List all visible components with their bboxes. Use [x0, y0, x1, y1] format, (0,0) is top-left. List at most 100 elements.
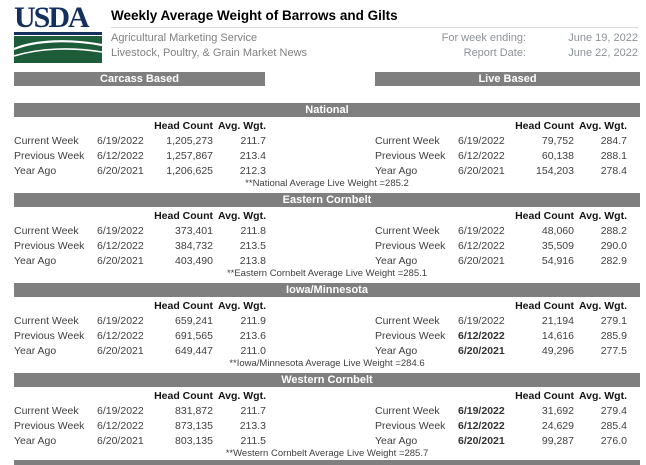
week-ending-value: June 19, 2022 — [568, 32, 638, 44]
row-date: 6/12/2022 — [458, 329, 505, 342]
head-count-value: 1,205,273 — [166, 134, 213, 147]
row-date: 6/19/2022 — [97, 404, 144, 417]
section-footnote: **National Average Live Weight =285.2 — [245, 178, 409, 189]
head-count-value: 154,203 — [536, 164, 574, 177]
section-footnote: **Eastern Cornbelt Average Live Weight =… — [226, 268, 428, 279]
table-row: Current Week 6/19/2022 31,692 279.4 — [375, 403, 627, 418]
report-header: USDA Weekly Average Weight of Barrows an… — [0, 0, 646, 63]
head-count-value: 35,509 — [541, 239, 574, 252]
row-date: 6/19/2022 — [458, 224, 505, 237]
column-header-row: Head Count Avg. Wgt. — [375, 208, 627, 223]
row-date: 6/20/2021 — [97, 434, 144, 447]
live-based-header: Live Based — [375, 72, 640, 86]
report-date-value: June 22, 2022 — [568, 47, 638, 59]
avg-wgt-value: 279.1 — [600, 314, 627, 327]
table-row: Year Ago 6/20/2021 49,296 277.5 — [375, 343, 627, 358]
row-date: 6/20/2021 — [458, 344, 505, 357]
carcass-panel: Head Count Avg. Wgt. Current Week 6/19/2… — [14, 208, 266, 268]
row-label: Previous Week — [375, 149, 446, 162]
row-date: 6/12/2022 — [97, 239, 144, 252]
row-label: Previous Week — [14, 329, 85, 342]
avg-wgt-value: 288.2 — [600, 224, 627, 237]
avg-wgt-value: 213.8 — [239, 254, 266, 267]
row-label: Year Ago — [14, 344, 57, 357]
avg-wgt-header: Avg. Wgt. — [217, 389, 266, 402]
avg-wgt-value: 211.9 — [240, 314, 267, 327]
row-date: 6/12/2022 — [97, 149, 144, 162]
section-title-iowa-minnesota: Iowa/Minnesota — [14, 283, 640, 297]
section-eastern-cornbelt: Eastern Cornbelt Head Count Avg. Wgt. Cu… — [14, 193, 640, 280]
head-count-value: 1,206,625 — [166, 164, 213, 177]
row-date: 6/19/2022 — [97, 314, 144, 327]
head-count-header: Head Count — [154, 209, 213, 222]
row-date: 6/19/2022 — [458, 404, 505, 417]
head-count-value: 49,296 — [541, 344, 574, 357]
avg-wgt-value: 278.4 — [600, 164, 627, 177]
column-header-row: Head Count Avg. Wgt. — [14, 208, 266, 223]
table-row: Current Week 6/19/2022 831,872 211.7 — [14, 403, 266, 418]
head-count-value: 21,194 — [541, 314, 574, 327]
avg-wgt-value: 285.9 — [600, 329, 627, 342]
avg-wgt-header: Avg. Wgt. — [578, 119, 627, 132]
head-count-header: Head Count — [154, 119, 213, 132]
avg-wgt-value: 284.7 — [600, 134, 627, 147]
row-label: Year Ago — [14, 434, 57, 447]
head-count-value: 691,565 — [175, 329, 213, 342]
week-ending-label: For week ending: — [441, 32, 526, 44]
avg-wgt-value: 211.0 — [240, 344, 267, 357]
row-label: Previous Week — [14, 419, 85, 432]
head-count-value: 803,135 — [175, 434, 213, 447]
table-row: Current Week 6/19/2022 373,401 211.8 — [14, 223, 266, 238]
carcass-based-header: Carcass Based — [14, 72, 265, 86]
column-header-row: Head Count Avg. Wgt. — [375, 298, 627, 313]
table-row: Year Ago 6/20/2021 649,447 211.0 — [14, 343, 266, 358]
avg-wgt-value: 282.9 — [600, 254, 627, 267]
live-panel: Head Count Avg. Wgt. Current Week 6/19/2… — [375, 208, 627, 268]
head-count-value: 31,692 — [541, 404, 574, 417]
row-label: Previous Week — [375, 329, 446, 342]
table-row: Year Ago 6/20/2021 403,490 213.8 — [14, 253, 266, 268]
row-date: 6/20/2021 — [458, 254, 505, 267]
table-row: Current Week 6/19/2022 48,060 288.2 — [375, 223, 627, 238]
row-label: Previous Week — [375, 239, 446, 252]
table-row: Previous Week 6/12/2022 60,138 288.1 — [375, 148, 627, 163]
row-label: Previous Week — [14, 239, 85, 252]
row-label: Current Week — [14, 314, 79, 327]
agency-subtitle: Agricultural Marketing Service — [111, 32, 258, 44]
table-row: Year Ago 6/20/2021 1,206,625 212.3 — [14, 163, 266, 178]
head-count-header: Head Count — [515, 209, 574, 222]
carcass-panel: Head Count Avg. Wgt. Current Week 6/19/2… — [14, 118, 266, 178]
head-count-header: Head Count — [515, 389, 574, 402]
section-footnote: **Western Cornbelt Average Live Weight =… — [225, 448, 429, 459]
avg-wgt-value: 213.4 — [239, 149, 266, 162]
avg-wgt-header: Avg. Wgt. — [578, 299, 627, 312]
row-label: Current Week — [14, 224, 79, 237]
row-label: Current Week — [14, 404, 79, 417]
head-count-header: Head Count — [154, 299, 213, 312]
column-header-row: Head Count Avg. Wgt. — [375, 388, 627, 403]
row-date: 6/20/2021 — [97, 254, 144, 267]
row-date: 6/19/2022 — [97, 134, 144, 147]
row-date: 6/12/2022 — [97, 419, 144, 432]
row-date: 6/12/2022 — [97, 329, 144, 342]
head-count-value: 79,752 — [541, 134, 574, 147]
avg-wgt-value: 211.7 — [240, 404, 267, 417]
head-count-value: 831,872 — [175, 404, 213, 417]
row-label: Year Ago — [14, 254, 57, 267]
table-row: Current Week 6/19/2022 21,194 279.1 — [375, 313, 627, 328]
row-label: Year Ago — [375, 254, 418, 267]
basis-spacer — [265, 72, 375, 86]
avg-wgt-value: 279.4 — [600, 404, 627, 417]
usda-field-icon — [14, 36, 102, 63]
row-label: Previous Week — [375, 419, 446, 432]
section-iowa-minnesota: Iowa/Minnesota Head Count Avg. Wgt. Curr… — [14, 283, 640, 370]
head-count-header: Head Count — [154, 389, 213, 402]
table-row: Previous Week 6/12/2022 14,616 285.9 — [375, 328, 627, 343]
avg-wgt-value: 213.6 — [239, 329, 266, 342]
row-date: 6/12/2022 — [458, 419, 505, 432]
avg-wgt-header: Avg. Wgt. — [217, 299, 266, 312]
row-label: Year Ago — [375, 434, 418, 447]
row-label: Year Ago — [14, 164, 57, 177]
head-count-value: 403,490 — [175, 254, 213, 267]
